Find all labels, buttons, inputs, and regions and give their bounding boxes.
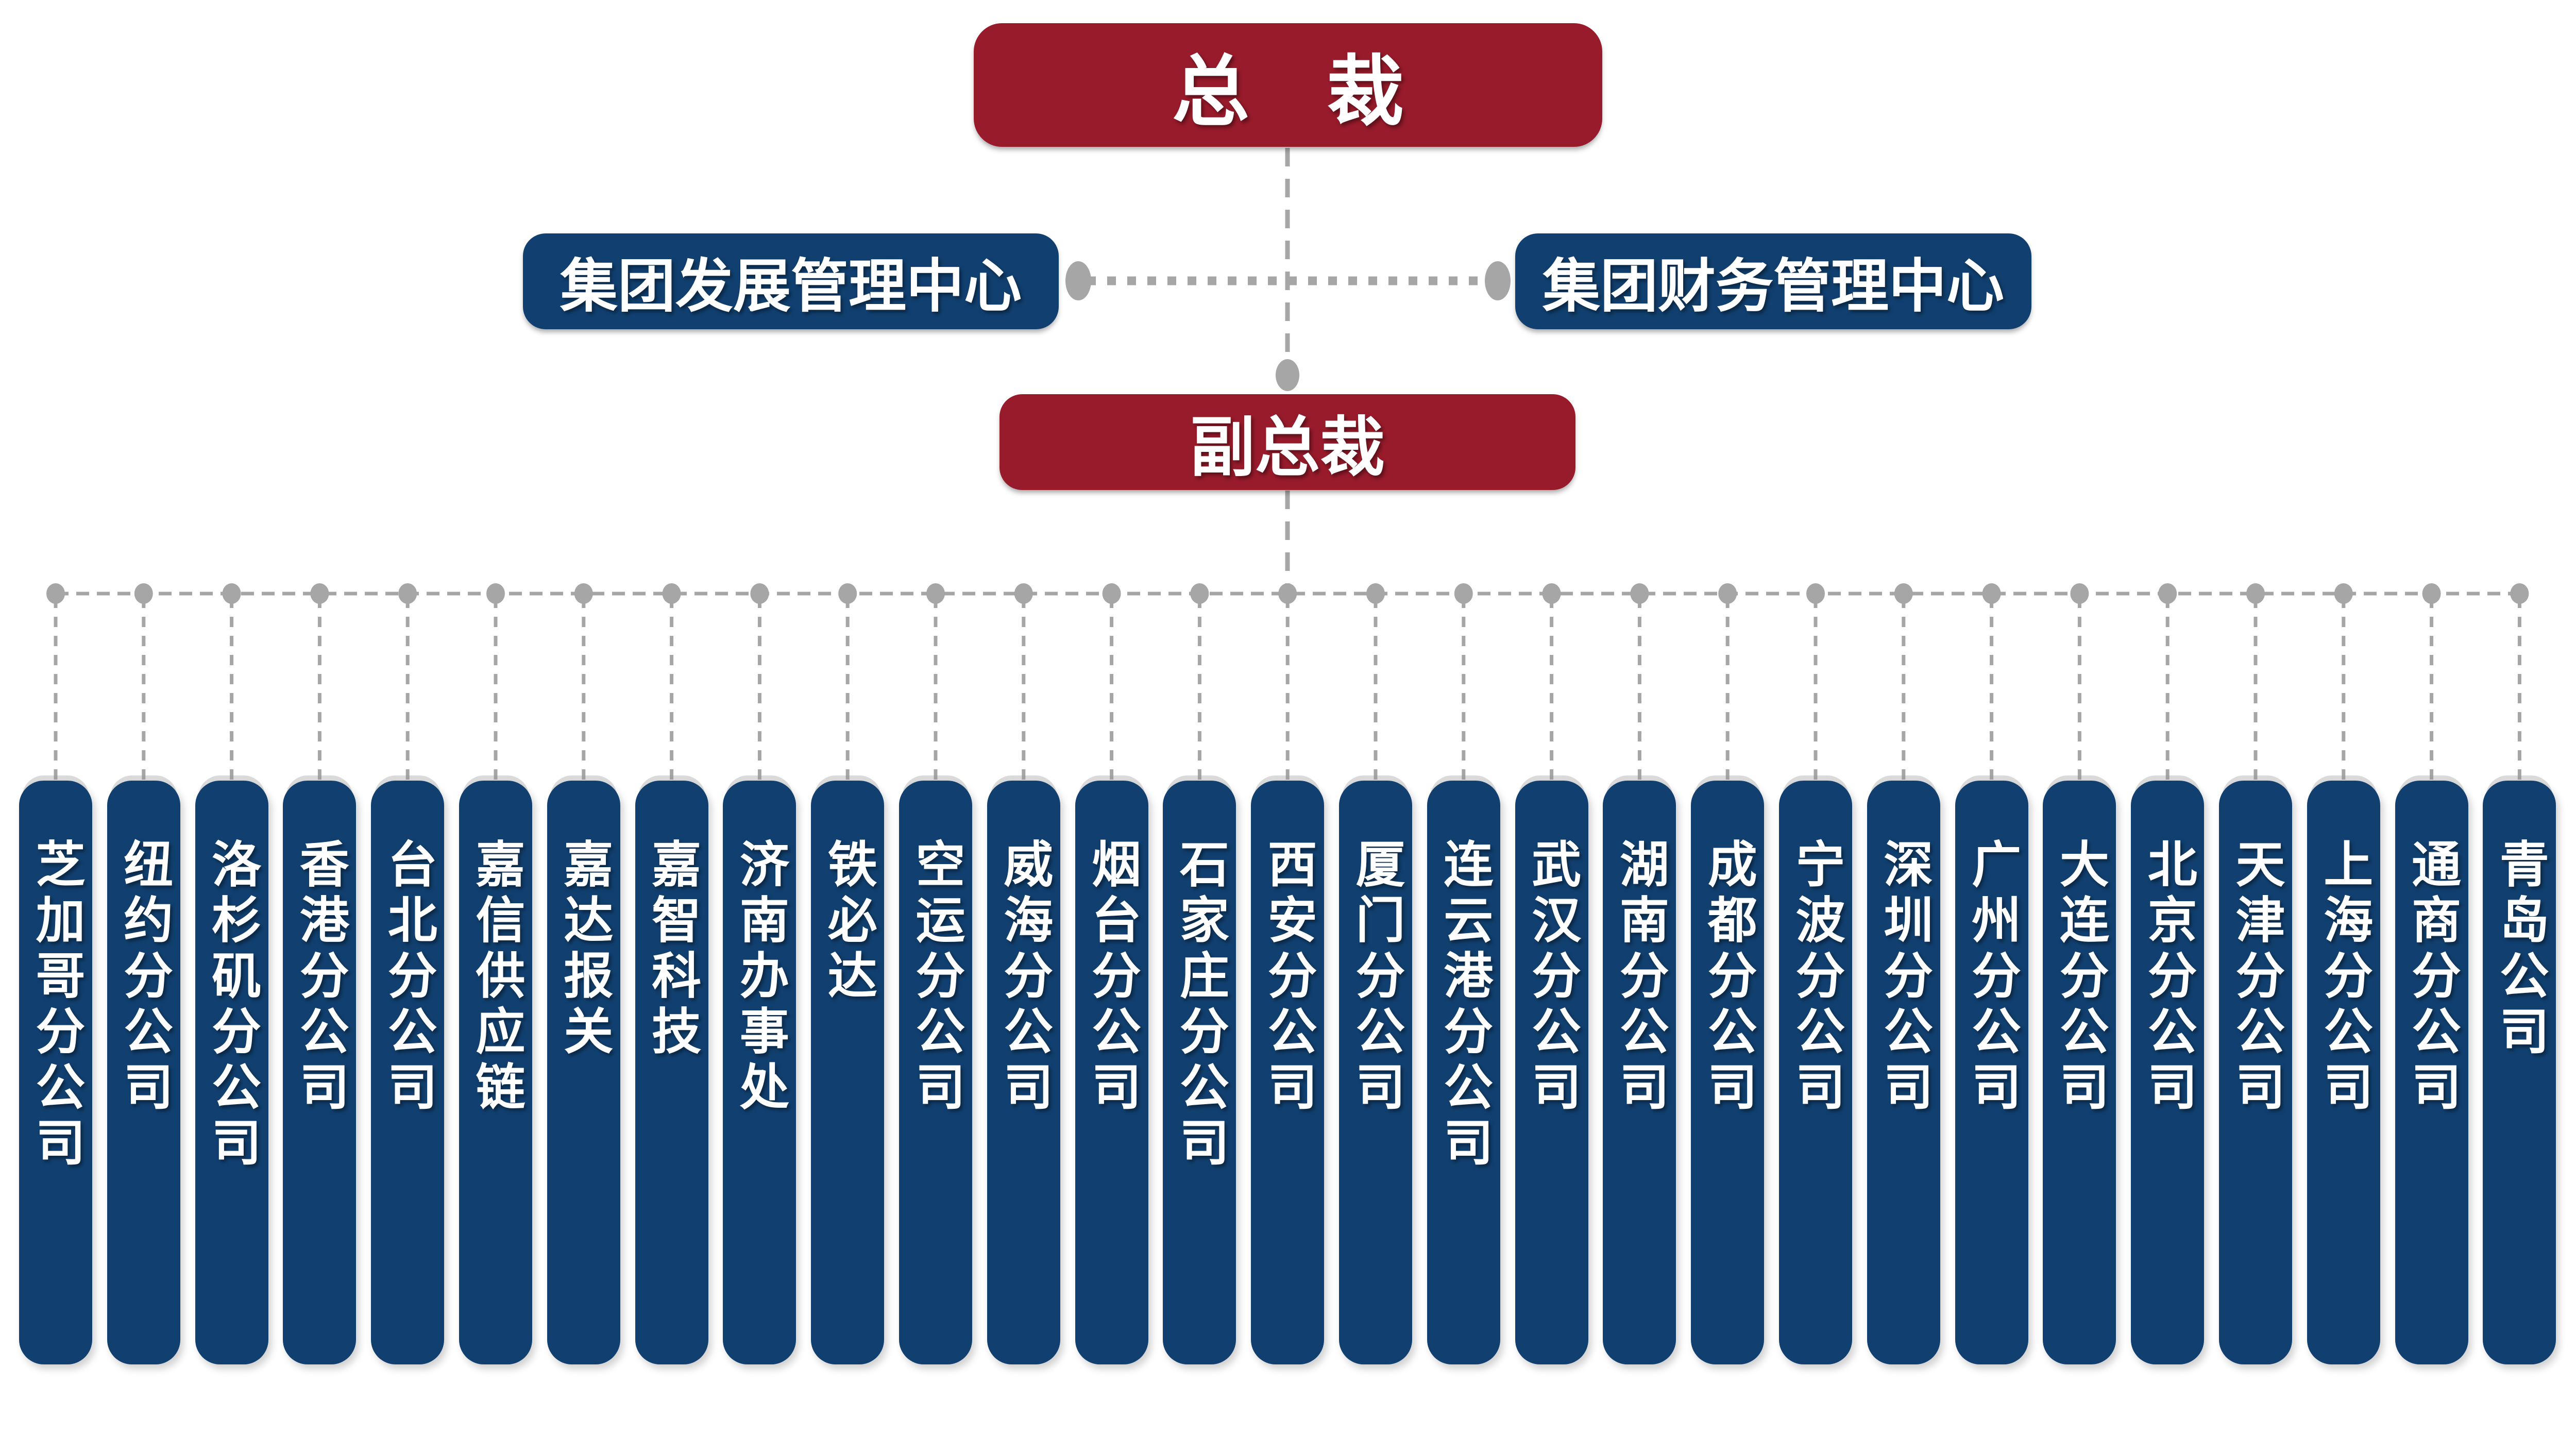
branch-label: 芝加哥分公司 bbox=[28, 838, 83, 1172]
branch-column: 宁波分公司 bbox=[1779, 781, 1852, 1364]
branch-label: 大连分公司 bbox=[2052, 838, 2108, 1117]
branch-column: 威海分公司 bbox=[987, 781, 1060, 1364]
branch-column: 湖南分公司 bbox=[1603, 781, 1676, 1364]
branch-column: 济南办事处 bbox=[723, 781, 796, 1364]
ceo-box: 总 裁 bbox=[974, 23, 1602, 147]
branch-column: 烟台分公司 bbox=[1075, 781, 1148, 1364]
branch-column: 香港分公司 bbox=[283, 781, 357, 1364]
branch-label: 铁必达 bbox=[820, 838, 876, 1005]
branch-column: 成都分公司 bbox=[1691, 781, 1765, 1364]
group-finance-center-label: 集团财务管理中心 bbox=[1543, 254, 2004, 318]
branch-column: 嘉信供应链 bbox=[459, 781, 532, 1364]
branch-label: 空运分公司 bbox=[908, 838, 963, 1117]
branch-column: 天津分公司 bbox=[2219, 781, 2292, 1364]
branch-label: 武汉分公司 bbox=[1524, 838, 1580, 1117]
branch-column: 武汉分公司 bbox=[1515, 781, 1588, 1364]
group-development-center-box: 集团发展管理中心 bbox=[523, 233, 1059, 329]
branch-label: 天津分公司 bbox=[2228, 838, 2283, 1117]
branch-label: 连云港分公司 bbox=[1436, 838, 1492, 1172]
branch-label: 广州分公司 bbox=[1964, 838, 2020, 1117]
branch-column: 北京分公司 bbox=[2131, 781, 2205, 1364]
branch-column: 通商分公司 bbox=[2395, 781, 2468, 1364]
branch-column: 石家庄分公司 bbox=[1163, 781, 1236, 1364]
branch-label: 香港分公司 bbox=[292, 838, 348, 1117]
branch-label: 西安分公司 bbox=[1260, 838, 1316, 1117]
branch-column: 青岛公司 bbox=[2483, 781, 2556, 1364]
vp-label: 副总裁 bbox=[1190, 411, 1385, 484]
branch-column: 广州分公司 bbox=[1955, 781, 2028, 1364]
branch-column: 西安分公司 bbox=[1251, 781, 1325, 1364]
branch-column: 大连分公司 bbox=[2043, 781, 2116, 1364]
branch-label: 深圳分公司 bbox=[1876, 838, 1931, 1117]
branch-column: 嘉达报关 bbox=[547, 781, 620, 1364]
group-development-center-label: 集团发展管理中心 bbox=[560, 254, 1022, 318]
branch-label: 石家庄分公司 bbox=[1172, 838, 1228, 1172]
ceo-label: 总 裁 bbox=[1172, 48, 1404, 135]
branch-label: 厦门分公司 bbox=[1348, 838, 1403, 1117]
branch-label: 济南办事处 bbox=[732, 838, 788, 1117]
branch-label: 嘉信供应链 bbox=[468, 838, 523, 1117]
branch-column: 嘉智科技 bbox=[635, 781, 708, 1364]
branch-column: 纽约分公司 bbox=[107, 781, 180, 1364]
branch-column: 铁必达 bbox=[811, 781, 885, 1364]
branch-column: 深圳分公司 bbox=[1867, 781, 1940, 1364]
branch-column: 芝加哥分公司 bbox=[19, 781, 92, 1364]
branch-label: 成都分公司 bbox=[1700, 838, 1756, 1117]
branch-label: 嘉达报关 bbox=[556, 838, 612, 1061]
branch-column: 洛杉矶分公司 bbox=[195, 781, 268, 1364]
vp-box: 副总裁 bbox=[999, 394, 1575, 490]
branch-label: 嘉智科技 bbox=[644, 838, 700, 1061]
branch-column: 连云港分公司 bbox=[1427, 781, 1500, 1364]
branch-column: 厦门分公司 bbox=[1339, 781, 1412, 1364]
branch-label: 烟台分公司 bbox=[1084, 838, 1140, 1117]
branch-label: 宁波分公司 bbox=[1788, 838, 1843, 1117]
branch-label: 上海分公司 bbox=[2316, 838, 2371, 1117]
branch-column: 上海分公司 bbox=[2307, 781, 2380, 1364]
branch-label: 洛杉矶分公司 bbox=[204, 838, 260, 1172]
branch-column: 空运分公司 bbox=[899, 781, 972, 1364]
branch-label: 北京分公司 bbox=[2140, 838, 2196, 1117]
branch-label: 威海分公司 bbox=[996, 838, 1052, 1117]
branch-label: 青岛公司 bbox=[2492, 838, 2548, 1061]
branch-column: 台北分公司 bbox=[371, 781, 445, 1364]
branch-label: 通商分公司 bbox=[2404, 838, 2460, 1117]
group-finance-center-box: 集团财务管理中心 bbox=[1515, 233, 2031, 329]
branch-label: 湖南分公司 bbox=[1612, 838, 1668, 1117]
branch-label: 台北分公司 bbox=[380, 838, 436, 1117]
branch-label: 纽约分公司 bbox=[116, 838, 172, 1117]
